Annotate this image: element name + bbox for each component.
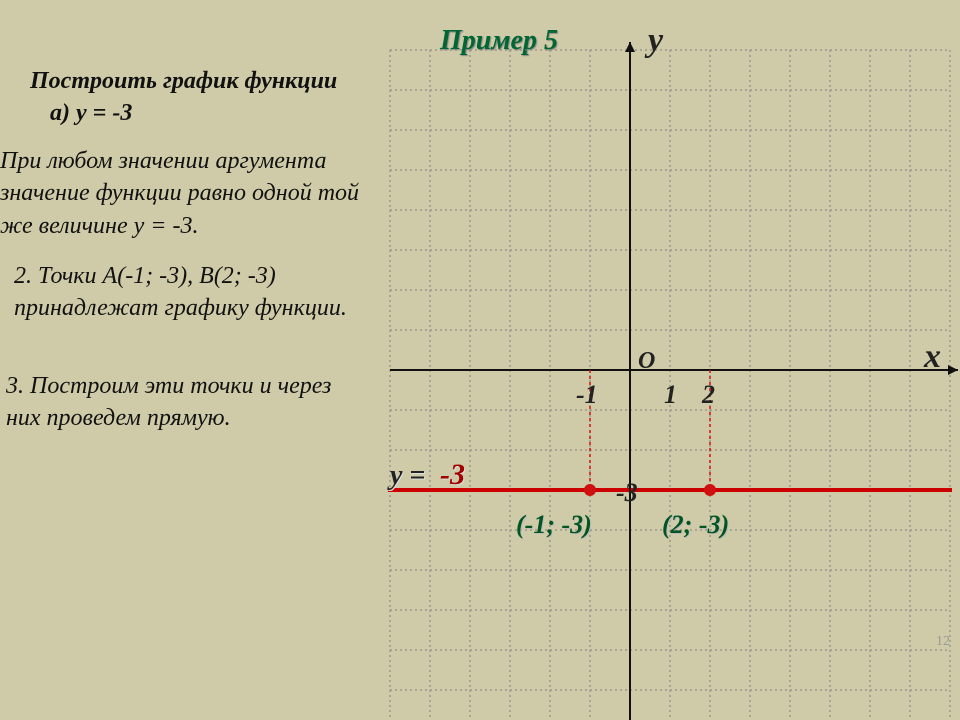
task-text: Построить график функции а) y = -3 (30, 65, 337, 130)
axis-label-y: y (648, 22, 663, 60)
coordinate-chart (370, 20, 960, 720)
point-a-label: (-1; -3) (516, 510, 592, 540)
point-b-label: (2; -3) (662, 510, 729, 540)
task-line2: а) y = -3 (30, 97, 337, 129)
tick-2: 2 (702, 380, 715, 410)
axis-label-x: x (924, 338, 941, 376)
function-label-prefix: y = (390, 460, 425, 492)
tick-minus3: -3 (616, 478, 638, 508)
body-paragraph-1: При любом значении аргумента значение фу… (0, 145, 370, 242)
body-paragraph-3: 3. Построим эти точки и через них провед… (6, 370, 366, 435)
tick-minus1: -1 (576, 380, 598, 410)
task-line1: Построить график функции (30, 65, 337, 97)
slide-number: 12 (936, 634, 950, 650)
tick-1: 1 (664, 380, 677, 410)
origin-label: O (638, 348, 655, 375)
body-paragraph-2: 2. Точки A(-1; -3), B(2; -3) принадлежат… (14, 260, 364, 325)
function-label-value: -3 (440, 458, 465, 492)
